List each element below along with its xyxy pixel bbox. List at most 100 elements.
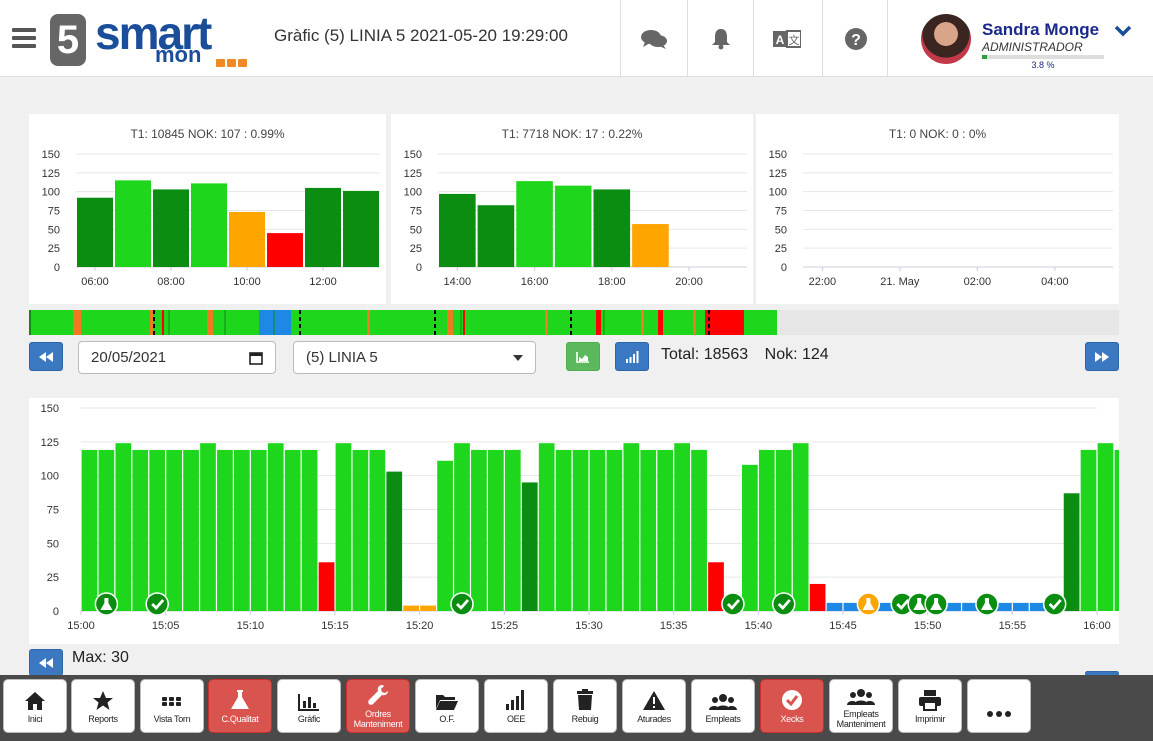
chart-bar[interactable] (115, 443, 132, 611)
toolbar-button-imprimir[interactable]: Imprimir (898, 679, 962, 733)
chat-button[interactable] (620, 0, 687, 77)
toolbar-button-rebuig[interactable]: Rebuig (553, 679, 617, 733)
toolbar-button-ordres-manteniment[interactable]: Ordres Manteniment (346, 679, 410, 733)
chart-bar[interactable] (229, 212, 265, 267)
line-select[interactable]: (5) LINIA 5 (293, 341, 536, 374)
chart-bar[interactable] (877, 602, 894, 611)
chart-bar[interactable] (640, 449, 657, 611)
next-day-button[interactable] (1085, 342, 1119, 371)
timeline-segment[interactable] (153, 310, 162, 335)
timeline-segment[interactable] (164, 310, 207, 335)
area-chart-button[interactable] (566, 342, 600, 371)
chart-bar[interactable] (477, 205, 515, 267)
chart-bar[interactable] (691, 449, 707, 611)
chart-bar[interactable] (538, 443, 555, 611)
chart-bar[interactable] (98, 449, 115, 611)
chart-bar[interactable] (471, 449, 487, 611)
chart-bar[interactable] (809, 583, 826, 611)
chart-bar[interactable] (217, 449, 233, 611)
timeline-segment[interactable] (463, 310, 465, 335)
chart-bar[interactable] (250, 449, 267, 611)
chart-bar[interactable] (234, 449, 250, 611)
toolbar-button-oee[interactable]: OEE (484, 679, 548, 733)
chart-bar[interactable] (606, 449, 623, 611)
prev-day-button[interactable] (29, 342, 63, 371)
timeline-segment[interactable] (150, 310, 153, 335)
chart-bar[interactable] (437, 460, 453, 611)
timeline-segment[interactable] (31, 310, 73, 335)
chevron-down-icon[interactable] (1114, 24, 1132, 38)
timeline-segment[interactable] (644, 310, 658, 335)
check-marker-icon[interactable] (450, 592, 474, 616)
flask-marker-icon[interactable] (94, 592, 119, 616)
timeline-segment[interactable] (213, 310, 259, 335)
timeline-segment[interactable] (29, 310, 31, 335)
chart-bar[interactable] (742, 464, 758, 611)
chart-bar[interactable] (521, 482, 538, 611)
status-timeline[interactable] (29, 310, 1119, 335)
chart-bar[interactable] (996, 602, 1012, 611)
chart-bar[interactable] (335, 443, 352, 611)
chart-bar[interactable] (1029, 602, 1046, 611)
toolbar-button-more[interactable] (967, 679, 1031, 733)
chart-bar[interactable] (305, 187, 341, 267)
prev-range-button[interactable] (29, 649, 63, 676)
timeline-segment[interactable] (596, 310, 601, 335)
timeline-segment[interactable] (693, 310, 696, 335)
timeline-segment[interactable] (641, 310, 644, 335)
chart-bar[interactable] (386, 471, 403, 611)
check-marker-icon[interactable] (771, 592, 796, 616)
flask-marker-icon[interactable] (924, 592, 948, 616)
timeline-segment[interactable] (370, 310, 447, 335)
chart-bar[interactable] (623, 443, 640, 611)
chart-bar[interactable] (183, 449, 199, 611)
chart-bar[interactable] (284, 449, 301, 611)
chart-bar[interactable] (775, 449, 792, 611)
flask-marker-icon[interactable] (975, 592, 999, 616)
chart-bar[interactable] (674, 443, 690, 611)
timeline-segment[interactable] (696, 310, 705, 335)
chart-bar[interactable] (708, 562, 724, 611)
timeline-segment[interactable] (658, 310, 663, 335)
chart-bar[interactable] (962, 602, 978, 611)
chart-bar[interactable] (191, 183, 227, 267)
chart-bar[interactable] (200, 443, 216, 611)
chart-bar[interactable] (77, 197, 113, 267)
chart-bar[interactable] (1063, 493, 1080, 611)
toolbar-button-gr-fic[interactable]: Gràfic (277, 679, 341, 733)
chart-bar[interactable] (826, 602, 843, 611)
chart-bar[interactable] (369, 449, 386, 611)
chart-bar[interactable] (555, 449, 572, 611)
chart-bar[interactable] (352, 449, 369, 611)
timeline-segment[interactable] (81, 310, 150, 335)
chart-bar[interactable] (488, 449, 504, 611)
chart-bar[interactable] (132, 449, 149, 611)
timeline-segment[interactable] (663, 310, 693, 335)
chart-bar[interactable] (301, 449, 318, 611)
toolbar-button-c-qualitat[interactable]: C.Qualitat (208, 679, 272, 733)
timeline-segment[interactable] (207, 310, 213, 335)
chart-bar[interactable] (420, 605, 436, 611)
chart-bar[interactable] (267, 233, 303, 267)
toolbar-button-inici[interactable]: Inici (3, 679, 67, 733)
check-marker-icon[interactable] (721, 592, 745, 616)
timeline-segment[interactable] (453, 310, 463, 335)
timeline-segment[interactable] (705, 310, 744, 335)
chart-bar[interactable] (149, 449, 166, 611)
check-marker-icon[interactable] (1042, 592, 1067, 616)
timeline-segment[interactable] (465, 310, 545, 335)
toolbar-button-aturades[interactable]: Aturades (622, 679, 686, 733)
timeline-segment[interactable] (447, 310, 453, 335)
chart-bar[interactable] (657, 449, 674, 611)
chart-bar[interactable] (1080, 449, 1097, 611)
chart-bar[interactable] (81, 449, 98, 611)
flask-marker-icon[interactable] (856, 592, 881, 616)
bar-chart-button[interactable] (615, 342, 649, 371)
chart-bar[interactable] (843, 602, 860, 611)
chart-bar[interactable] (792, 443, 809, 611)
toolbar-button-empleats-manteniment[interactable]: Empleats Manteniment (829, 679, 893, 733)
menu-icon[interactable] (12, 28, 36, 50)
timeline-segment[interactable] (162, 310, 164, 335)
chart-bar[interactable] (945, 602, 961, 611)
